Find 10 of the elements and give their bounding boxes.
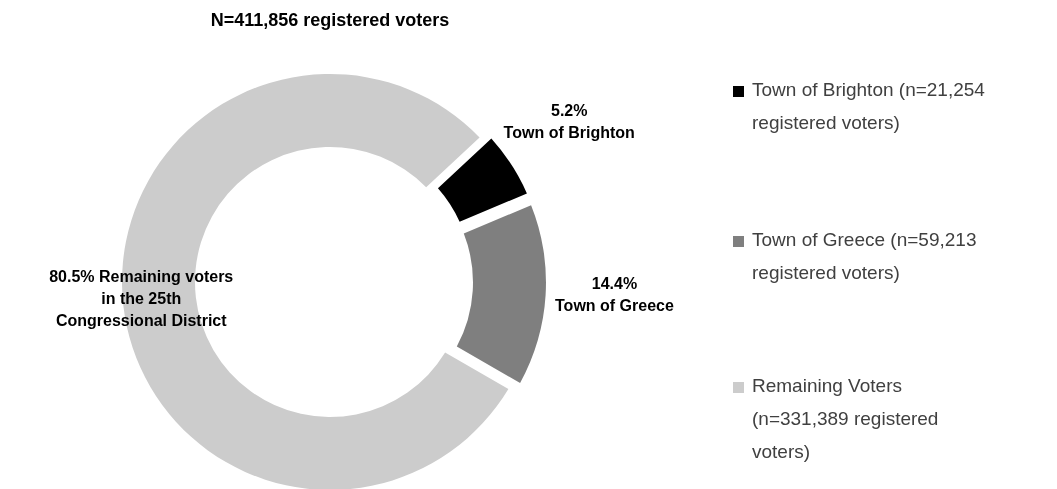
text: 80.5% Remaining voters — [49, 267, 234, 285]
data-label: 5.2% — [550, 102, 588, 120]
chart-title: N=411,856 registered voters — [210, 10, 450, 30]
legend-label: Town of Brighton (n=21,254 registered voters) — [752, 79, 986, 133]
text: Town of Brighton — [503, 124, 635, 142]
data-label: 14.4% — [591, 274, 638, 292]
legend-label: Town of Greece (n=59,213 registered voters) — [752, 229, 977, 283]
text: Town of Greece — [555, 296, 674, 314]
text: in the 25th Congressional District — [55, 289, 227, 329]
legend-label: Remaining Voters (n=331,389 registered voters) — [752, 375, 939, 462]
